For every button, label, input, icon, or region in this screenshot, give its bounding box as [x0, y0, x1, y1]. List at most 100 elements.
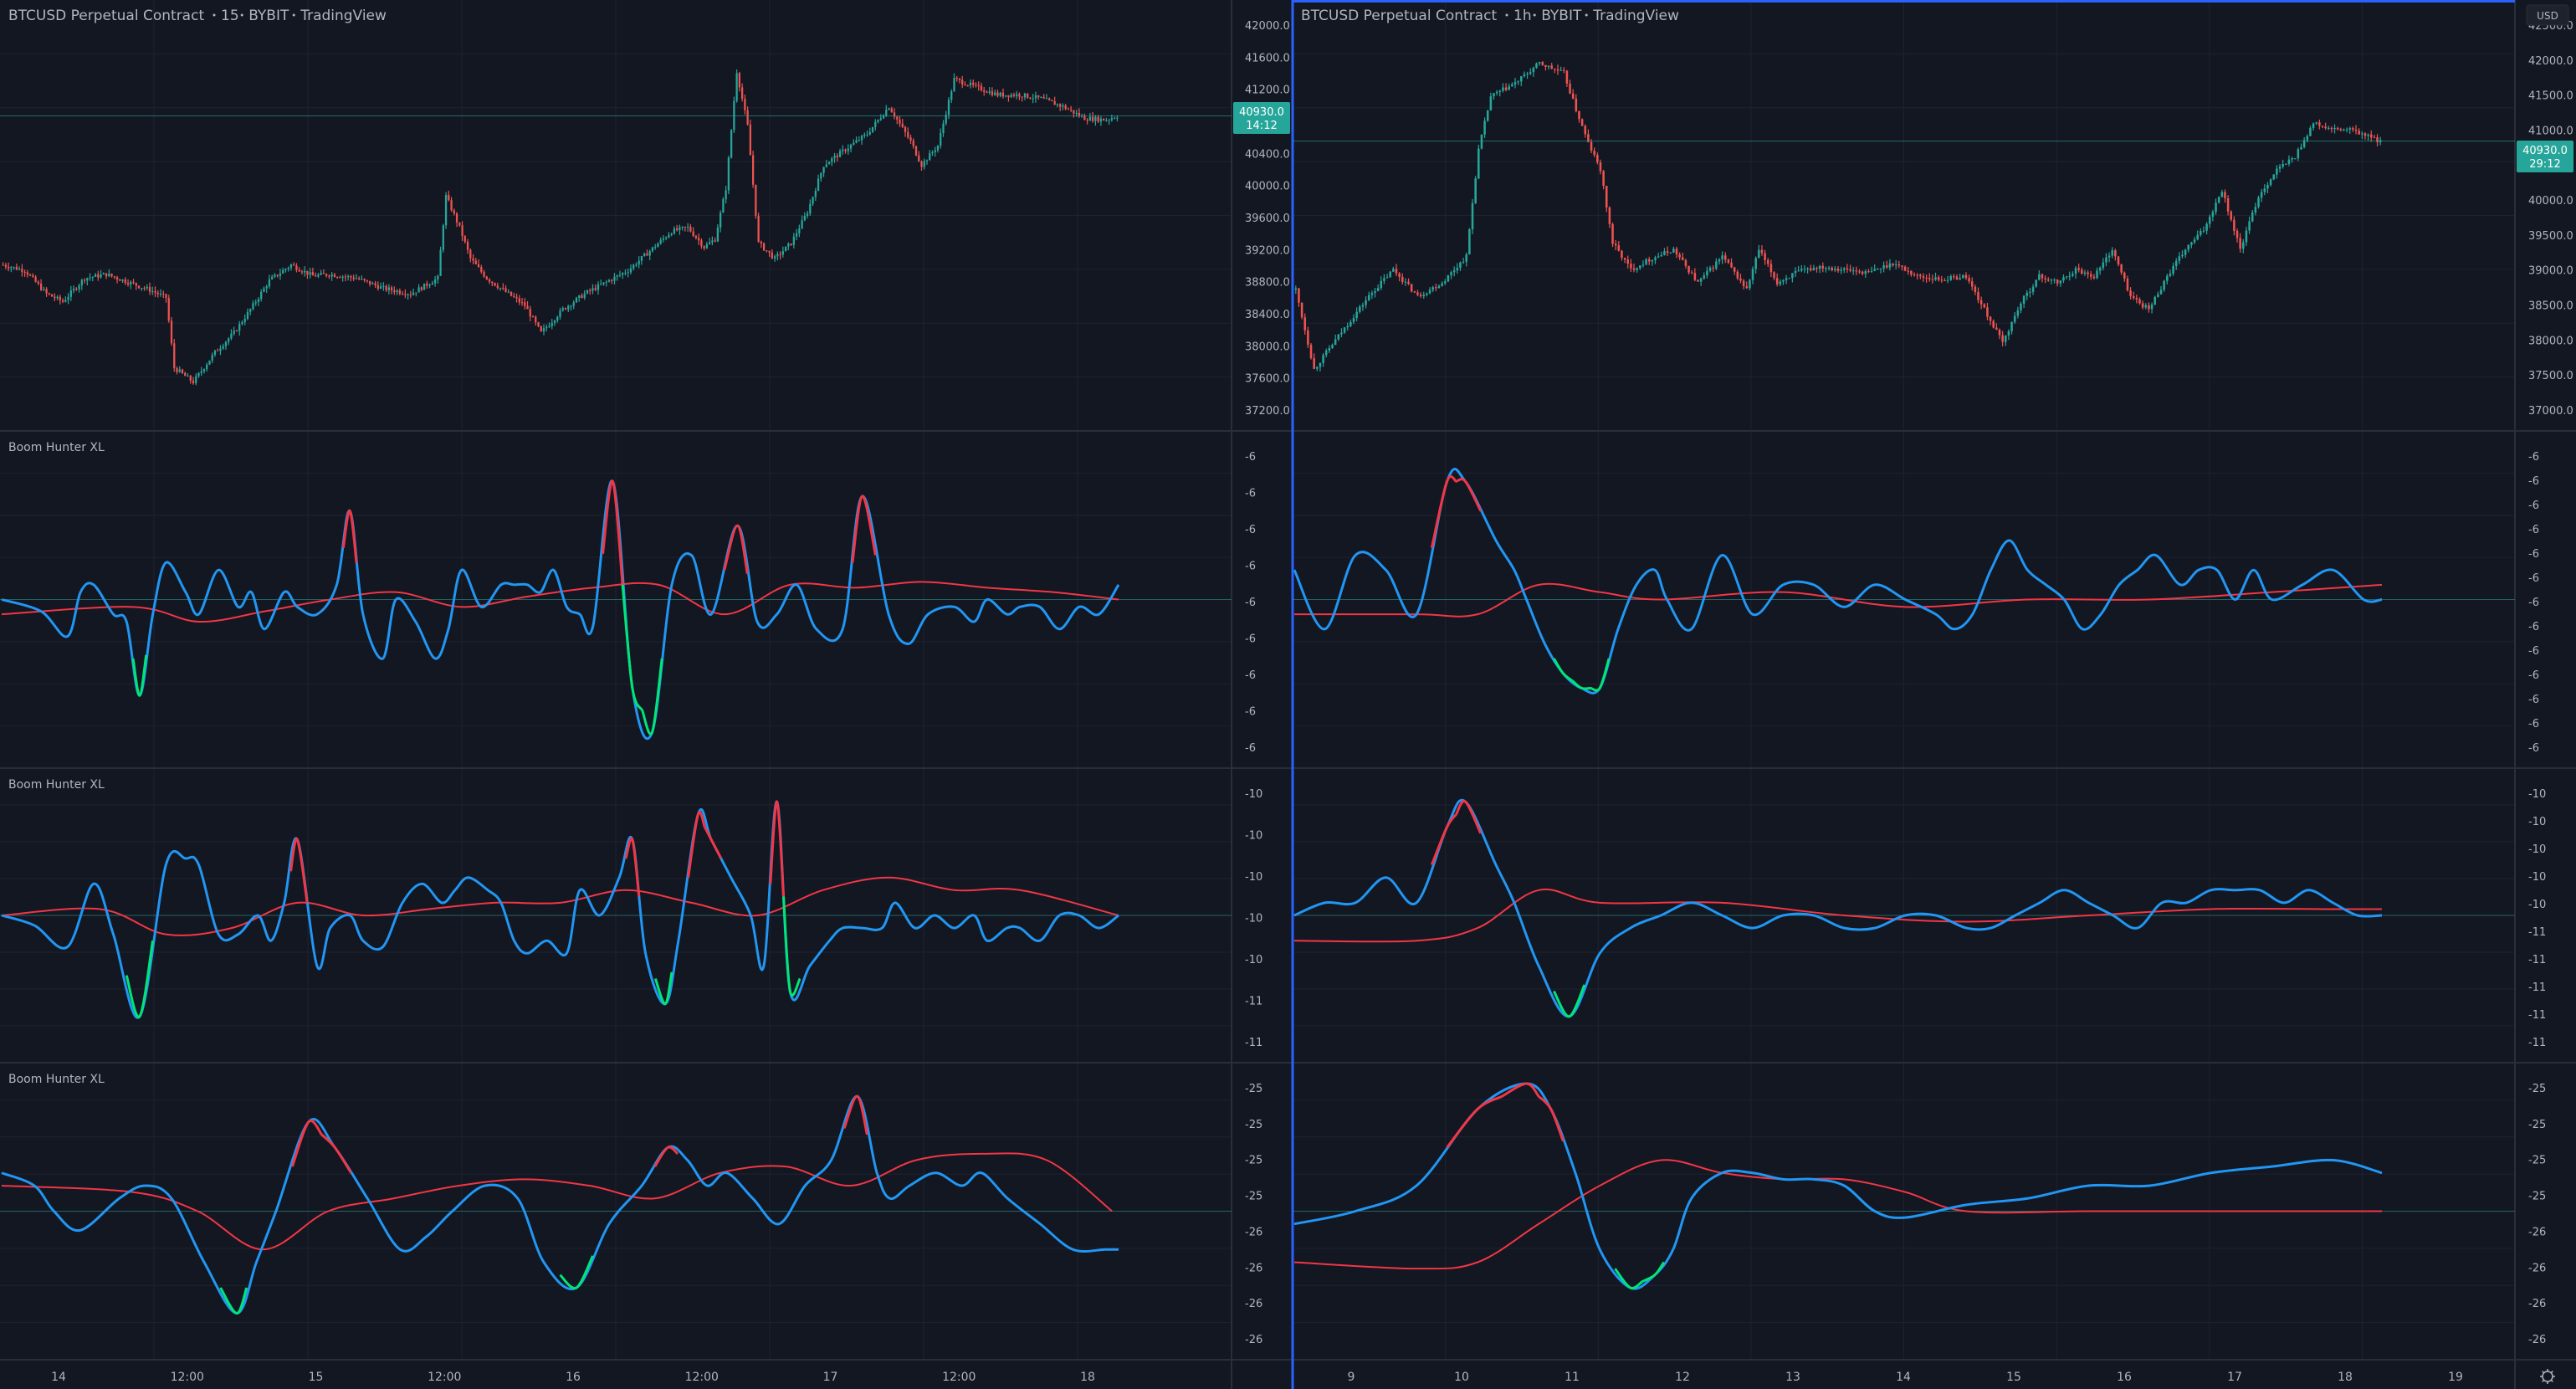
currency-button[interactable]: USD — [2526, 4, 2569, 26]
candle[interactable] — [1903, 265, 1907, 272]
candle[interactable] — [154, 286, 156, 297]
candle[interactable] — [751, 151, 755, 188]
candle[interactable] — [2278, 163, 2282, 173]
candle[interactable] — [586, 289, 589, 295]
candle[interactable] — [733, 96, 735, 134]
candle[interactable] — [1779, 279, 1782, 287]
candle[interactable] — [1383, 274, 1385, 284]
candle[interactable] — [806, 210, 809, 219]
gear-icon[interactable] — [2540, 1369, 2555, 1384]
candle[interactable] — [1825, 266, 1827, 273]
candle[interactable] — [450, 197, 453, 213]
candle[interactable] — [115, 275, 119, 284]
candle[interactable] — [100, 269, 102, 279]
candle[interactable] — [189, 374, 192, 384]
candle[interactable] — [1678, 252, 1681, 260]
candle[interactable] — [597, 281, 600, 295]
main-line[interactable] — [1293, 468, 2383, 694]
candle[interactable] — [711, 236, 714, 246]
candle[interactable] — [393, 286, 396, 295]
candle[interactable] — [415, 292, 417, 297]
candle[interactable] — [1010, 93, 1012, 99]
candle[interactable] — [820, 172, 822, 182]
candle[interactable] — [1897, 260, 1901, 269]
candle[interactable] — [439, 246, 442, 276]
candle[interactable] — [1964, 272, 1968, 280]
candle[interactable] — [722, 197, 725, 213]
candle[interactable] — [929, 150, 931, 161]
candle[interactable] — [113, 275, 115, 279]
candle[interactable] — [2184, 249, 2187, 259]
candle[interactable] — [396, 289, 398, 295]
candle[interactable] — [955, 75, 958, 82]
candle[interactable] — [2324, 122, 2327, 131]
candle[interactable] — [1858, 269, 1861, 274]
candle[interactable] — [1751, 266, 1754, 284]
candle[interactable] — [1007, 95, 1010, 102]
candle[interactable] — [1602, 169, 1605, 190]
candle[interactable] — [366, 279, 369, 284]
candle[interactable] — [257, 297, 260, 306]
candle[interactable] — [282, 267, 284, 274]
candle[interactable] — [2025, 290, 2029, 300]
candle[interactable] — [1374, 287, 1376, 298]
candle[interactable] — [363, 278, 366, 283]
candle[interactable] — [1836, 266, 1840, 273]
candle[interactable] — [1346, 322, 1349, 331]
candle[interactable] — [1428, 287, 1431, 295]
candle[interactable] — [208, 360, 211, 366]
candle[interactable] — [2096, 267, 2098, 279]
candle[interactable] — [1504, 83, 1508, 92]
candle[interactable] — [1873, 264, 1876, 272]
candle[interactable] — [1955, 274, 1959, 280]
candle[interactable] — [2226, 195, 2230, 216]
candle[interactable] — [1398, 272, 1401, 282]
candle[interactable] — [463, 235, 466, 243]
candle[interactable] — [94, 273, 97, 278]
candle[interactable] — [668, 232, 670, 238]
candle[interactable] — [2050, 278, 2053, 284]
candle[interactable] — [1056, 103, 1059, 108]
candle[interactable] — [2092, 274, 2096, 280]
candle[interactable] — [404, 289, 407, 299]
candle[interactable] — [1547, 65, 1550, 70]
candle[interactable] — [279, 269, 282, 280]
candle[interactable] — [1639, 265, 1641, 270]
candle[interactable] — [304, 266, 306, 277]
candle[interactable] — [1042, 94, 1045, 100]
candle[interactable] — [1877, 268, 1879, 270]
candle[interactable] — [398, 288, 401, 296]
candle[interactable] — [1550, 63, 1553, 69]
candle[interactable] — [39, 279, 43, 291]
candle[interactable] — [461, 221, 463, 241]
candle[interactable] — [1934, 272, 1937, 281]
candle[interactable] — [135, 282, 137, 290]
candle[interactable] — [1864, 269, 1867, 279]
candle[interactable] — [1307, 326, 1309, 348]
candle[interactable] — [520, 298, 524, 306]
candle[interactable] — [1855, 266, 1858, 275]
candle[interactable] — [1465, 252, 1468, 267]
candle[interactable] — [705, 241, 709, 249]
candle[interactable] — [2129, 287, 2132, 300]
candle[interactable] — [420, 286, 423, 292]
candle[interactable] — [1733, 266, 1736, 275]
candle[interactable] — [1493, 93, 1495, 100]
candle[interactable] — [1849, 264, 1851, 273]
candle[interactable] — [181, 368, 184, 375]
candle[interactable] — [882, 114, 885, 120]
candle[interactable] — [1316, 366, 1319, 372]
candle[interactable] — [254, 299, 257, 306]
candle[interactable] — [694, 234, 698, 240]
candle[interactable] — [692, 227, 694, 238]
candle[interactable] — [91, 276, 94, 282]
candle[interactable] — [1324, 348, 1328, 358]
candle[interactable] — [657, 242, 659, 248]
candle[interactable] — [578, 295, 581, 302]
candle[interactable] — [56, 295, 59, 300]
candle[interactable] — [849, 143, 853, 153]
candle[interactable] — [1821, 262, 1825, 273]
candle[interactable] — [1526, 71, 1529, 79]
candle[interactable] — [659, 237, 662, 245]
candle[interactable] — [1422, 291, 1426, 300]
